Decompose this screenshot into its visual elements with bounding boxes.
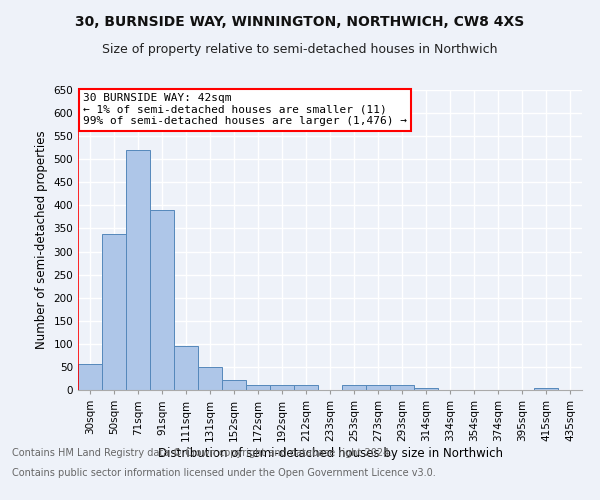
- Bar: [126, 150, 150, 390]
- Bar: [342, 385, 366, 390]
- Text: 30, BURNSIDE WAY, WINNINGTON, NORTHWICH, CW8 4XS: 30, BURNSIDE WAY, WINNINGTON, NORTHWICH,…: [76, 15, 524, 29]
- Bar: [414, 388, 438, 390]
- Bar: [198, 367, 222, 390]
- Text: 30 BURNSIDE WAY: 42sqm
← 1% of semi-detached houses are smaller (11)
99% of semi: 30 BURNSIDE WAY: 42sqm ← 1% of semi-deta…: [83, 93, 407, 126]
- Text: Contains public sector information licensed under the Open Government Licence v3: Contains public sector information licen…: [12, 468, 436, 477]
- Bar: [246, 385, 270, 390]
- Bar: [150, 210, 174, 390]
- Y-axis label: Number of semi-detached properties: Number of semi-detached properties: [35, 130, 48, 350]
- Bar: [270, 386, 294, 390]
- Bar: [78, 364, 102, 390]
- Bar: [102, 234, 126, 390]
- Bar: [294, 386, 318, 390]
- Text: Size of property relative to semi-detached houses in Northwich: Size of property relative to semi-detach…: [102, 42, 498, 56]
- Bar: [366, 386, 390, 390]
- Text: Contains HM Land Registry data © Crown copyright and database right 2024.: Contains HM Land Registry data © Crown c…: [12, 448, 392, 458]
- Bar: [174, 346, 198, 390]
- Bar: [390, 386, 414, 390]
- X-axis label: Distribution of semi-detached houses by size in Northwich: Distribution of semi-detached houses by …: [157, 446, 503, 460]
- Bar: [534, 388, 558, 390]
- Bar: [222, 380, 246, 390]
